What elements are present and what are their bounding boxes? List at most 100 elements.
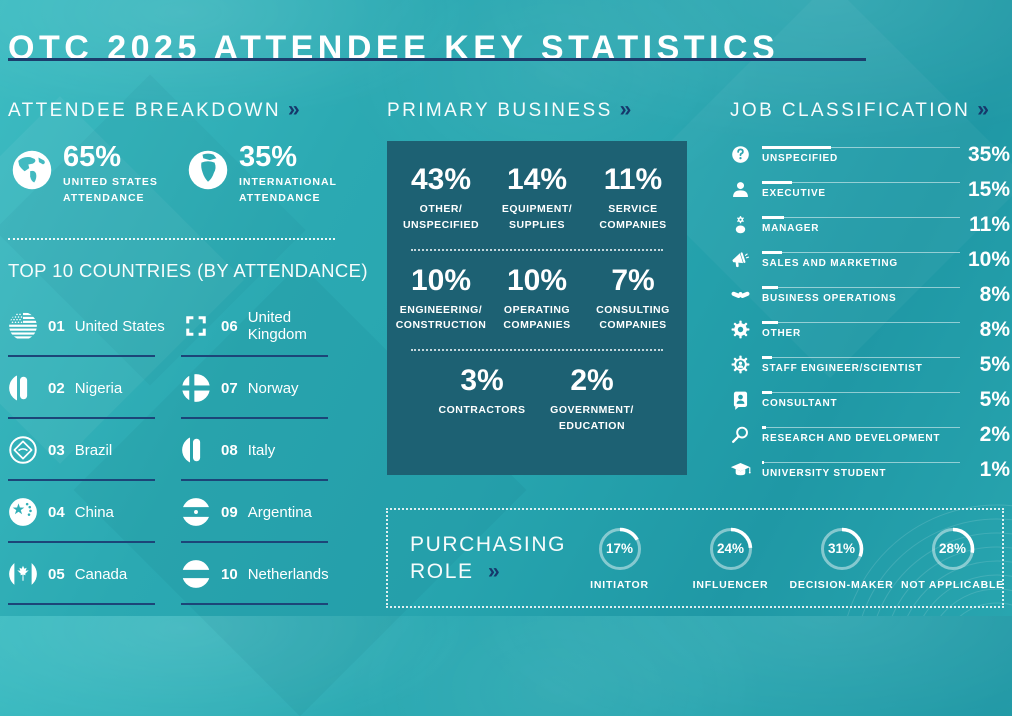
business-stat: 2% GOVERNMENT/ EDUCATION — [537, 366, 647, 435]
purchasing-role-heading: PURCHASING ROLE » — [410, 531, 564, 586]
country-name: Nigeria — [74, 379, 123, 397]
job-bar-track — [762, 287, 960, 288]
gear-icon — [730, 319, 751, 340]
donut-label: NOT APPLICABLE — [901, 578, 1004, 591]
business-pct: 43% — [410, 163, 472, 196]
business-pct: 10% — [410, 263, 472, 297]
grad-cap-icon — [730, 459, 751, 480]
job-bar — [762, 390, 960, 395]
flag-br-icon — [8, 435, 38, 465]
job-bar-fill — [762, 215, 784, 219]
job-bar-fill — [762, 285, 778, 289]
job-pct: 5% — [979, 352, 1010, 376]
attendee-breakdown-heading: ATTENDEE BREAKDOWN » — [8, 98, 300, 122]
donut-ring: 24% — [708, 526, 754, 572]
job-row: UNSPECIFIED 35% — [730, 137, 1010, 172]
business-label: GOVERNMENT/ EDUCATION — [550, 404, 634, 432]
country-row: 10 Netherlands — [181, 543, 338, 605]
country-row: 06 United Kingdom — [181, 295, 338, 357]
attendee-stat: 65% UNITED STATES ATTENDANCE — [10, 142, 170, 207]
job-bar-track — [762, 182, 960, 183]
country-name: Norway — [247, 379, 299, 397]
business-label: CONSULTING COMPANIES — [596, 303, 670, 332]
primary-business-row: 10% ENGINEERING/ CONSTRUCTION 10% OPERAT… — [387, 263, 687, 335]
job-label: UNIVERSITY STUDENT — [762, 467, 887, 479]
job-bar-track — [762, 357, 960, 358]
job-row: CONSULTANT 5% — [730, 382, 1010, 417]
job-pct: 1% — [979, 457, 1010, 481]
country-rank: 07 — [221, 379, 238, 397]
stat-label: UNITED STATES ATTENDANCE — [63, 176, 158, 205]
country-row: 09 Argentina — [181, 481, 338, 543]
purchasing-donut: 31% DECISION-MAKER — [786, 526, 897, 591]
job-pct: 8% — [979, 317, 1010, 341]
double-chevron-icon: » — [977, 98, 989, 121]
donut-label: DECISION-MAKER — [789, 578, 894, 591]
country-name: Canada — [74, 565, 128, 583]
flag-uk-icon — [181, 311, 211, 341]
country-row: 01 United States — [8, 295, 165, 357]
job-label: BUSINESS OPERATIONS — [762, 292, 897, 304]
job-bar-fill — [762, 145, 832, 149]
job-bar — [762, 425, 960, 430]
job-row: UNIVERSITY STUDENT 1% — [730, 452, 1010, 487]
job-bar — [762, 250, 960, 255]
job-row: STAFF ENGINEER/SCIENTIST 5% — [730, 347, 1010, 382]
donut-ring: 31% — [819, 526, 865, 572]
primary-business-title: PRIMARY BUSINESS — [387, 100, 613, 121]
country-rank: 01 — [48, 317, 65, 335]
country-name: Brazil — [74, 441, 113, 459]
donut-ring: 28% — [930, 526, 976, 572]
donut-pct: 28% — [938, 541, 967, 556]
donut-pct: 17% — [605, 541, 634, 556]
job-row: SALES AND MARKETING 10% — [730, 242, 1010, 277]
business-pct: 11% — [603, 163, 663, 196]
donut-ring-icon — [709, 527, 752, 570]
country-name: United States — [74, 317, 165, 335]
business-pct: 3% — [460, 364, 504, 397]
dotted-divider — [411, 349, 663, 351]
business-pct: 7% — [611, 263, 655, 297]
job-label: UNSPECIFIED — [762, 152, 839, 164]
job-bar — [762, 355, 960, 360]
person-icon — [730, 179, 751, 200]
globe-americas-icon — [10, 148, 54, 192]
job-row: OTHER 8% — [730, 312, 1010, 347]
business-pct: 2% — [570, 364, 614, 397]
country-name: China — [74, 503, 114, 521]
purchasing-role-donuts: 17% INITIATOR 24% INFLUENCER — [564, 526, 1008, 591]
attendee-stat: 35% INTERNATIONAL ATTENDANCE — [186, 142, 346, 207]
job-label: OTHER — [762, 327, 801, 339]
business-label: OTHER/ UNSPECIFIED — [402, 203, 480, 231]
job-bar — [762, 215, 960, 220]
job-bar-fill — [762, 355, 772, 359]
flag-ca-icon — [8, 559, 38, 589]
job-bar-fill — [762, 250, 782, 254]
business-label: ENGINEERING/ CONSTRUCTION — [395, 303, 487, 332]
magnifier-icon — [730, 424, 751, 445]
flag-cn-icon — [8, 497, 38, 527]
job-pct: 2% — [979, 422, 1010, 446]
purchasing-donut: 24% INFLUENCER — [675, 526, 786, 591]
top-countries-title: TOP 10 COUNTRIES (BY ATTENDANCE) — [8, 260, 368, 281]
job-pct: 15% — [967, 177, 1010, 201]
job-bar — [762, 320, 960, 325]
dotted-divider — [8, 238, 335, 240]
job-row: EXECUTIVE 15% — [730, 172, 1010, 207]
job-row-body: EXECUTIVE — [762, 180, 960, 199]
job-bar-track — [762, 252, 960, 253]
business-stat: 43% OTHER/ UNSPECIFIED — [393, 165, 489, 234]
country-name: United Kingdom — [247, 309, 307, 343]
purchasing-donut: 28% NOT APPLICABLE — [897, 526, 1008, 591]
country-row: 03 Brazil — [8, 419, 165, 481]
question-icon — [730, 144, 751, 165]
job-row-body: CONSULTANT — [762, 390, 960, 409]
job-bar — [762, 460, 960, 465]
attendee-breakdown-title: ATTENDEE BREAKDOWN — [8, 100, 281, 121]
person-gear-icon — [730, 214, 751, 235]
donut-ring-icon — [598, 527, 641, 570]
donut-label: INFLUENCER — [692, 578, 769, 591]
business-label: EQUIPMENT/ SUPPLIES — [501, 203, 573, 231]
flag-it-icon — [181, 435, 211, 465]
